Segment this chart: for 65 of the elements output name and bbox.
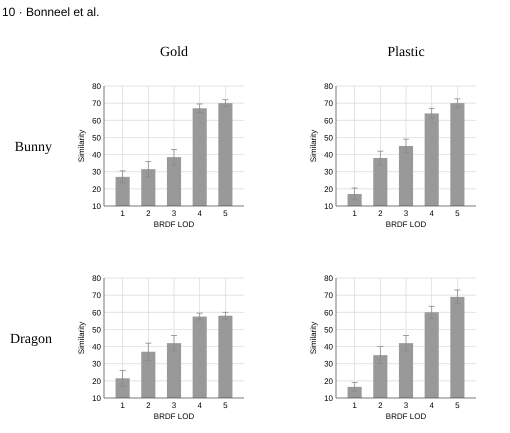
- x-tick-label: 1: [352, 401, 358, 410]
- x-tick-label: 5: [223, 401, 228, 410]
- y-tick-label: 60: [324, 308, 334, 318]
- y-tick-label: 40: [324, 342, 334, 352]
- x-tick-label: 4: [429, 209, 434, 218]
- y-tick-label: 20: [92, 184, 102, 194]
- y-axis-title: Similarity: [77, 130, 86, 162]
- x-tick-label: 5: [223, 209, 228, 218]
- x-tick-label: 2: [378, 209, 384, 218]
- x-axis-title: BRDF LOD: [154, 220, 194, 229]
- y-tick-label: 80: [324, 274, 334, 283]
- y-tick-label: 50: [92, 325, 102, 334]
- y-tick-label: 50: [324, 325, 334, 334]
- x-tick-label: 1: [352, 209, 358, 218]
- x-tick-label: 2: [146, 209, 152, 218]
- y-tick-label: 60: [324, 116, 334, 126]
- y-tick-label: 20: [324, 184, 334, 194]
- y-tick-label: 10: [324, 394, 334, 403]
- y-tick-label: 10: [92, 394, 102, 403]
- x-axis-title: BRDF LOD: [386, 220, 426, 229]
- text: Bunny: [14, 140, 52, 155]
- x-tick-label: 1: [120, 401, 126, 410]
- chart-title: Plastic: [387, 45, 425, 60]
- y-tick-label: 20: [324, 376, 334, 386]
- x-tick-label: 3: [404, 209, 409, 218]
- y-tick-label: 40: [324, 150, 334, 160]
- x-tick-label: 4: [197, 401, 202, 410]
- y-tick-label: 50: [92, 133, 102, 142]
- x-tick-label: 5: [455, 401, 460, 410]
- x-axis-title: BRDF LOD: [386, 412, 426, 421]
- y-tick-label: 30: [324, 168, 334, 177]
- chart-title: Gold: [160, 45, 188, 60]
- y-tick-label: 60: [92, 308, 102, 318]
- y-tick-label: 10: [92, 202, 102, 211]
- y-tick-label: 80: [92, 274, 102, 283]
- y-tick-label: 60: [92, 116, 102, 126]
- x-tick-label: 4: [197, 209, 202, 218]
- text: 10 · Bonneel et al.: [2, 5, 100, 19]
- x-tick-label: 3: [404, 401, 409, 410]
- x-tick-label: 3: [172, 401, 177, 410]
- y-tick-label: 40: [92, 342, 102, 352]
- x-tick-label: 2: [146, 401, 152, 410]
- x-tick-label: 4: [429, 401, 434, 410]
- y-tick-label: 80: [324, 82, 334, 91]
- x-tick-label: 5: [455, 209, 460, 218]
- y-tick-label: 30: [324, 360, 334, 369]
- y-tick-label: 70: [324, 291, 334, 300]
- y-tick-label: 80: [92, 82, 102, 91]
- y-tick-label: 70: [92, 99, 102, 108]
- y-tick-label: 20: [92, 376, 102, 386]
- y-tick-label: 70: [92, 291, 102, 300]
- y-axis-title: Similarity: [309, 322, 318, 354]
- x-tick-label: 3: [172, 209, 177, 218]
- y-axis-title: Similarity: [77, 322, 86, 354]
- text: Dragon: [10, 332, 52, 347]
- y-tick-label: 40: [92, 150, 102, 160]
- x-tick-label: 1: [120, 209, 126, 218]
- y-tick-label: 50: [324, 133, 334, 142]
- y-tick-label: 30: [92, 360, 102, 369]
- y-tick-label: 30: [92, 168, 102, 177]
- y-axis-title: Similarity: [309, 130, 318, 162]
- y-tick-label: 10: [324, 202, 334, 211]
- x-tick-label: 2: [378, 401, 384, 410]
- y-tick-label: 70: [324, 99, 334, 108]
- x-axis-title: BRDF LOD: [154, 412, 194, 421]
